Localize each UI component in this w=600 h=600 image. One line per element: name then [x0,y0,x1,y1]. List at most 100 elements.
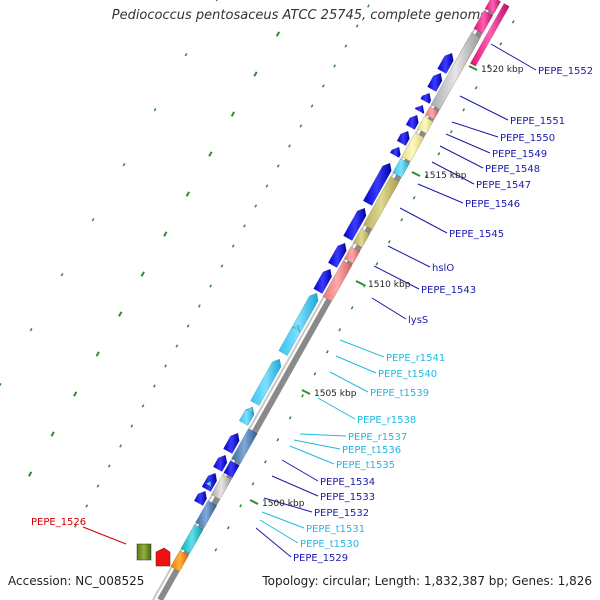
leader-line [451,121,499,138]
position-tick [73,391,78,397]
gene-label: PEPE_1551 [510,116,565,127]
position-tick [449,130,453,134]
position-tick [185,191,190,197]
position-tick [253,71,258,77]
leader-line [490,43,537,71]
gene-feature-red [155,547,171,567]
position-tick [487,64,490,68]
position-tick [163,231,168,237]
leader-line [263,497,313,513]
label-leader-lines [82,43,537,558]
cds-forward [223,432,240,454]
kbp-tick [249,499,259,505]
position-tick [333,64,336,68]
position-tick [175,344,179,348]
position-tick [239,504,243,508]
position-tick [29,328,33,332]
gene-label: PEPE_r1541 [386,353,445,364]
cds-reverse [401,132,425,162]
position-tick [91,218,95,222]
leader-line [281,459,319,482]
position-tick [230,111,235,117]
position-tick [310,104,314,108]
cds-forward [414,104,425,114]
position-tick [499,42,503,46]
trna-feature [245,406,255,416]
cds-forward [343,207,367,241]
cds-reverse [231,428,258,464]
leader-line [82,526,127,545]
position-tick [264,460,267,464]
position-tick [325,350,329,354]
kbp-label: 1505 kbp [314,389,357,399]
kbp-tick [468,65,478,71]
gene-label: PEPE_1532 [314,508,369,519]
position-tick [96,484,100,488]
position-tick [288,144,291,148]
position-tick [412,196,416,200]
gene-label: PEPE_1546 [465,199,520,210]
gene-label: PEPE_1529 [293,553,348,564]
genome-summary-text: Topology: circular; Length: 1,832,387 bp… [262,574,592,588]
leader-line [417,183,464,204]
position-tick [299,124,303,128]
position-tick [474,86,478,90]
gene-labels: PEPE_1552 PEPE_1551 PEPE_1550 PEPE_1549 PEPE… [31,66,593,564]
position-tick [275,31,281,37]
leader-line [255,527,292,558]
cds-forward [427,72,443,92]
leader-line [289,445,335,465]
position-tick [140,271,145,277]
leader-line [271,475,319,497]
gene-label: PEPE_t1530 [300,539,359,550]
kbp-label: 1520 kbp [481,65,524,75]
gene-label: PEPE_1548 [485,164,540,175]
cds-forward [193,490,207,506]
position-tick [214,548,218,552]
position-tick [276,438,280,442]
gene-features [136,0,510,572]
cds-forward [405,114,419,130]
leader-line [339,339,385,358]
position-ticks [0,0,515,552]
position-tick [122,163,126,167]
cds-forward [437,52,454,74]
leader-line [259,519,299,544]
leader-line [459,95,509,121]
cds-reverse [417,116,434,134]
position-tick [437,152,441,156]
position-tick [50,431,55,437]
cds-reverse [425,106,439,120]
leader-line [373,265,420,290]
position-tick [462,108,466,112]
position-tick [184,53,188,57]
position-tick [338,328,342,332]
trna-feature [238,406,255,426]
gene-label: PEPE_1543 [421,285,476,296]
leader-line [317,397,356,420]
gene-label: PEPE_1545 [449,229,504,240]
gene-label: PEPE_r1537 [348,432,407,443]
leader-line [399,207,448,234]
cds-forward [362,162,392,206]
position-tick [400,218,404,222]
gene-label: PEPE_t1539 [370,388,429,399]
position-tick [301,394,304,398]
cds-reverse [223,460,240,478]
position-tick [265,184,269,188]
position-tick [226,526,230,530]
rrna-feature [278,292,319,356]
leader-line [335,355,377,374]
gene-label: PEPE_1547 [476,180,531,191]
position-tick [186,324,190,328]
position-tick [95,351,100,357]
gene-label: PEPE_r1538 [357,415,416,426]
gene-label: PEPE_1534 [320,477,375,488]
cds-forward [212,454,228,472]
cds-reverse [473,10,494,34]
gene-label: PEPE_1533 [320,492,375,503]
gene-label: PEPE_1550 [500,133,555,144]
position-tick [141,404,145,408]
position-tick [251,482,255,486]
